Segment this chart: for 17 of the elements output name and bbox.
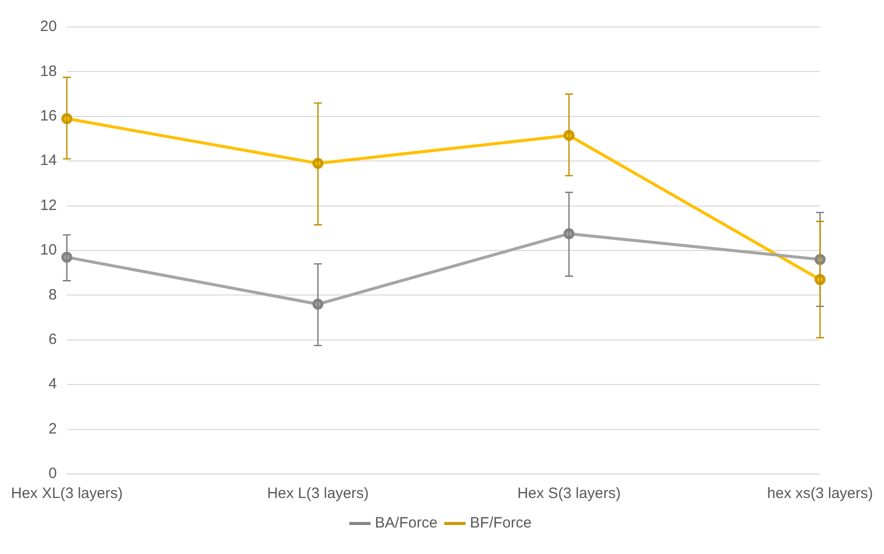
legend-label: BF/Force: [470, 514, 532, 532]
y-tick-label: 4: [48, 376, 57, 393]
x-tick-label: Hex XL(3 layers): [11, 485, 123, 502]
y-tick-label: 8: [48, 286, 57, 304]
x-tick-label: hex xs(3 layers): [767, 485, 874, 502]
y-tick-label: 10: [40, 242, 57, 259]
y-tick-label: 20: [40, 18, 57, 36]
y-tick-label: 0: [48, 465, 57, 482]
y-tick-label: 6: [48, 331, 57, 348]
legend-label: BA/Force: [374, 514, 438, 532]
y-tick-label: 2: [48, 420, 57, 438]
y-tick-label: 12: [40, 196, 57, 214]
x-tick-label: Hex S(3 layers): [517, 485, 621, 502]
y-tick-label: 14: [40, 152, 57, 170]
y-tick-label: 18: [40, 62, 57, 80]
y-tick-label: 16: [40, 108, 57, 125]
x-tick-label: Hex L(3 layers): [267, 485, 369, 502]
